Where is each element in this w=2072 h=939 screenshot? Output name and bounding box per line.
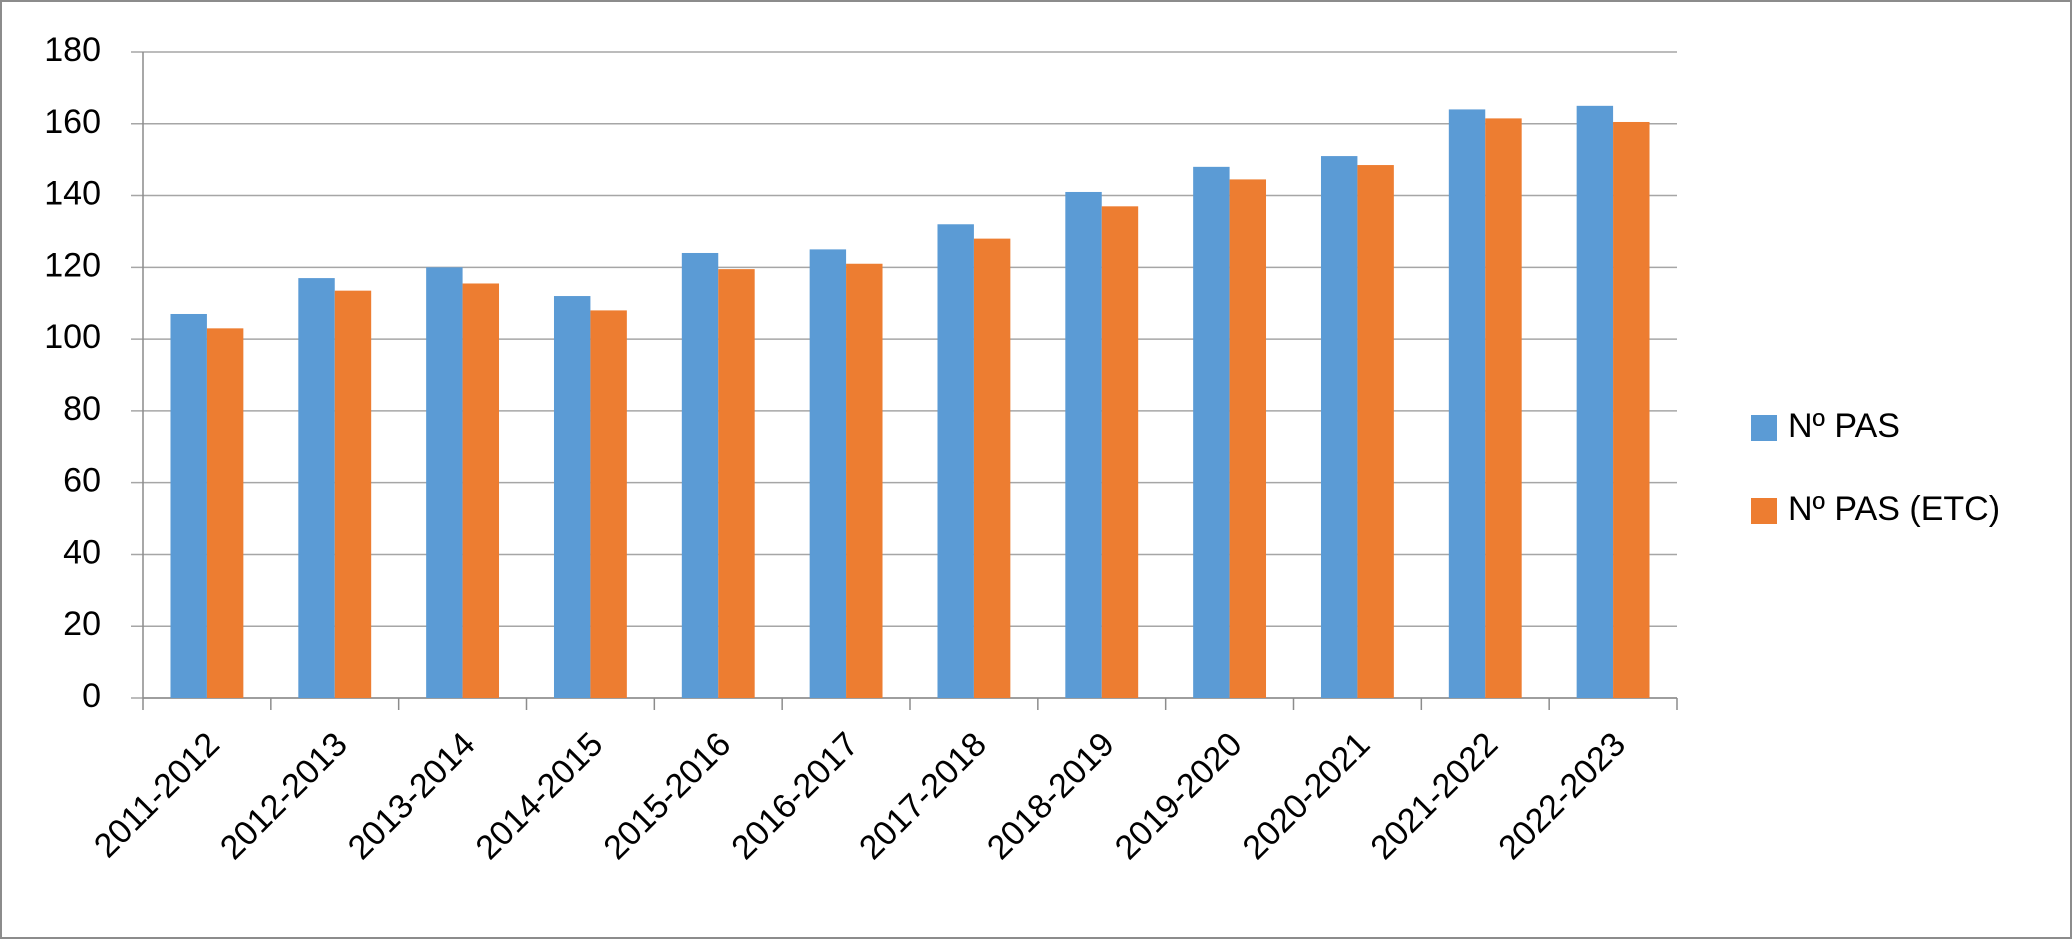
bar bbox=[590, 310, 627, 698]
bar bbox=[1448, 109, 1486, 698]
bar bbox=[206, 328, 244, 698]
y-tick-label: 40 bbox=[63, 533, 101, 571]
legend-label: Nº PAS bbox=[1788, 407, 1900, 445]
bar bbox=[426, 267, 463, 698]
legend-swatch bbox=[1751, 498, 1777, 524]
bar bbox=[937, 224, 974, 698]
bar bbox=[1193, 166, 1230, 698]
y-tick-label: 180 bbox=[44, 31, 101, 69]
y-tick-label: 0 bbox=[82, 677, 101, 715]
y-tick-label: 60 bbox=[63, 462, 101, 500]
bar bbox=[1065, 191, 1102, 698]
y-tick-label: 100 bbox=[44, 318, 101, 356]
bar bbox=[1101, 206, 1139, 699]
bar bbox=[1613, 121, 1650, 698]
bar bbox=[1229, 179, 1267, 699]
y-tick-label: 140 bbox=[44, 175, 101, 213]
bar bbox=[462, 283, 500, 698]
bar bbox=[1320, 156, 1358, 699]
bar bbox=[718, 269, 755, 698]
bar bbox=[1576, 105, 1614, 699]
bar bbox=[809, 249, 847, 698]
bar bbox=[334, 290, 372, 698]
bar bbox=[553, 296, 591, 698]
legend-label: Nº PAS (ETC) bbox=[1788, 490, 2000, 528]
bar bbox=[973, 238, 1011, 698]
legend-swatch bbox=[1751, 415, 1777, 441]
bar bbox=[170, 313, 207, 698]
y-tick-label: 120 bbox=[44, 246, 101, 284]
bar bbox=[846, 263, 883, 698]
y-tick-label: 20 bbox=[63, 605, 101, 643]
bar bbox=[1485, 118, 1522, 698]
bar bbox=[1357, 165, 1394, 699]
bar bbox=[298, 278, 335, 698]
y-tick-label: 80 bbox=[63, 390, 101, 428]
bar bbox=[681, 252, 719, 698]
y-tick-label: 160 bbox=[44, 103, 101, 141]
